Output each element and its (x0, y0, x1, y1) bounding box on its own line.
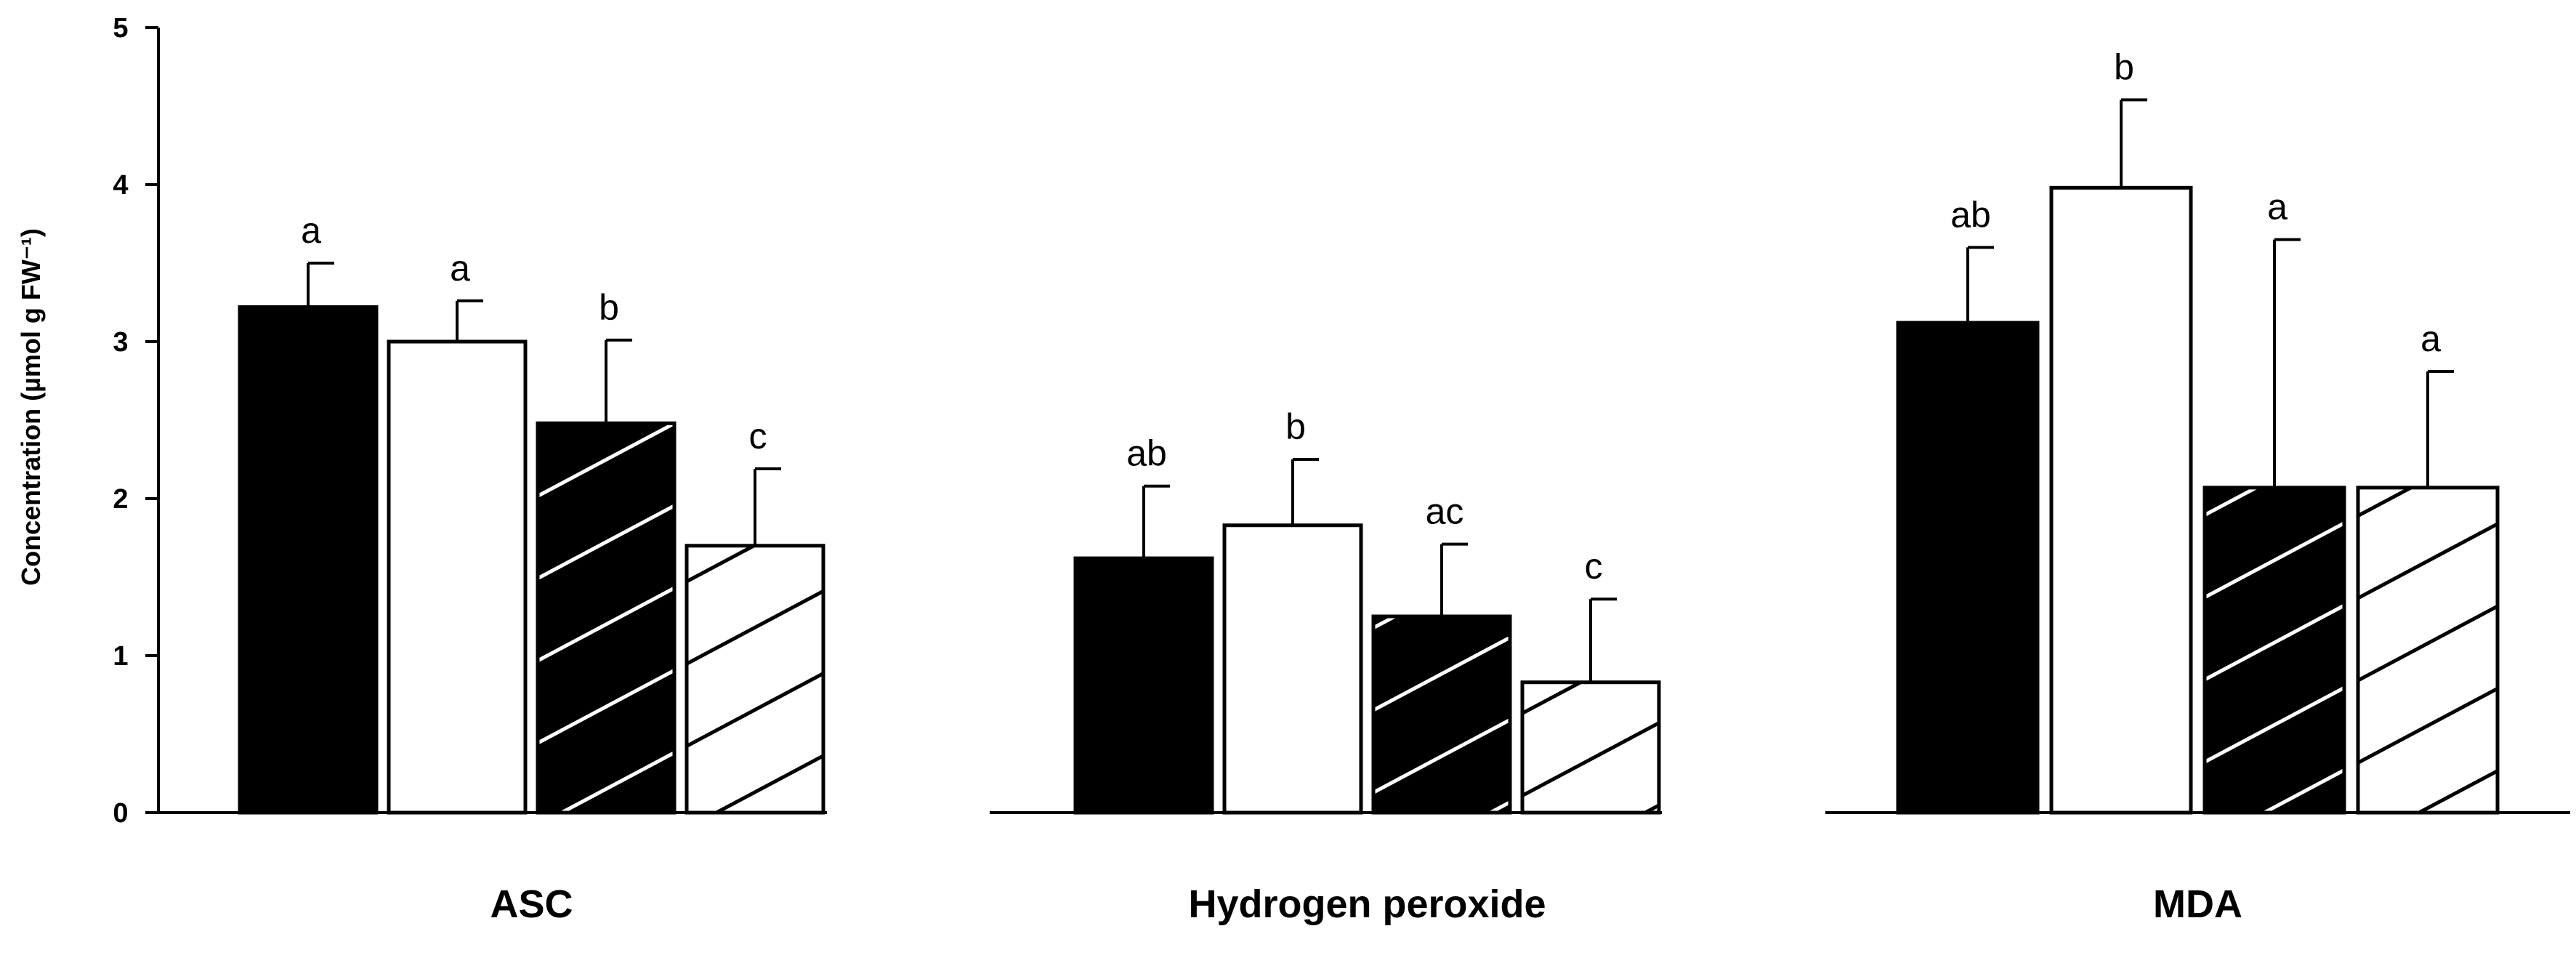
significance-label-2-1: ab (1126, 433, 1167, 474)
significance-label-1-1: a (301, 210, 321, 251)
bar-2-2 (1222, 523, 1363, 815)
y-tick-label-2: 2 (113, 484, 128, 515)
error-bar-2-3 (1440, 542, 1468, 616)
error-bar-3-3 (2273, 238, 2301, 488)
bar-1-4 (685, 544, 825, 815)
y-tick-label-4: 4 (113, 170, 128, 201)
error-bar-3-1 (1966, 246, 1994, 323)
bar-1-3 (536, 421, 677, 815)
significance-label-3-3: a (2267, 187, 2288, 228)
significance-label-3-2: b (2114, 47, 2134, 87)
bar-1-2 (387, 339, 528, 815)
y-tick-label-1: 1 (113, 641, 128, 672)
group-label-1: ASC (490, 882, 573, 926)
significance-label-2-3: ac (1426, 491, 1464, 532)
y-tick-label-5: 5 (113, 13, 128, 44)
bar-2-4 (1520, 680, 1661, 815)
error-bar-1-2 (456, 299, 483, 342)
error-bar-3-2 (2120, 98, 2147, 188)
y-tick-label-3: 3 (113, 327, 128, 358)
error-bar-3-4 (2426, 370, 2454, 488)
bar-3-3 (2202, 486, 2346, 815)
bar-2-1 (1073, 556, 1214, 815)
significance-label-2-2: b (1285, 406, 1306, 447)
significance-label-1-4: c (749, 416, 767, 456)
significance-label-3-4: a (2420, 318, 2441, 359)
bar-1-1 (238, 305, 379, 815)
bar-2-3 (1371, 614, 1512, 815)
significance-label-1-2: a (450, 248, 470, 289)
error-bar-1-3 (605, 338, 632, 424)
significance-label-1-3: b (599, 287, 619, 328)
error-bar-2-2 (1291, 458, 1319, 526)
bar-3-2 (2049, 185, 2193, 815)
error-bar-2-4 (1589, 597, 1617, 683)
error-bar-1-4 (754, 467, 781, 546)
error-bar-1-1 (307, 262, 334, 307)
significance-label-2-4: c (1585, 546, 1603, 587)
y-tick-label-0: 0 (113, 798, 128, 829)
bar-3-4 (2356, 486, 2500, 815)
bar-3-1 (1896, 321, 2040, 815)
group-label-2: Hydrogen peroxide (1188, 882, 1546, 926)
error-bar-2-1 (1142, 484, 1170, 559)
y-axis-label: Concentration (µmol g FW⁻¹) (16, 228, 46, 586)
significance-label-3-1: ab (1950, 194, 1991, 235)
group-label-3: MDA (2153, 882, 2242, 926)
